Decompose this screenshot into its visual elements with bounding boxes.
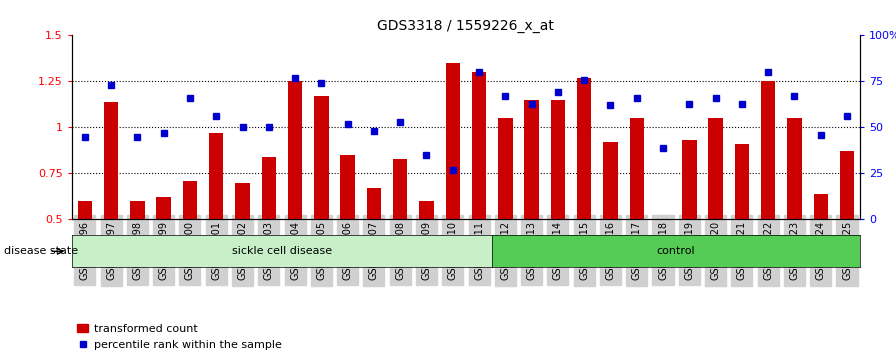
Bar [366, 188, 381, 219]
Bar [709, 118, 723, 219]
Text: sickle cell disease: sickle cell disease [232, 246, 332, 256]
Bar [130, 201, 144, 219]
Bar [314, 96, 329, 219]
Text: disease state: disease state [4, 246, 79, 256]
Bar [656, 219, 670, 223]
Bar [445, 63, 460, 219]
Bar [340, 155, 355, 219]
Bar [262, 157, 276, 219]
Bar [236, 183, 250, 219]
Bar [183, 181, 197, 219]
Bar [551, 100, 565, 219]
Bar [788, 118, 802, 219]
Title: GDS3318 / 1559226_x_at: GDS3318 / 1559226_x_at [377, 19, 555, 33]
Bar [814, 194, 828, 219]
Bar [419, 201, 434, 219]
Bar [472, 72, 487, 219]
Bar [393, 159, 408, 219]
Bar [157, 198, 171, 219]
Bar [288, 81, 302, 219]
Bar [682, 140, 696, 219]
Bar [735, 144, 749, 219]
Bar [577, 78, 591, 219]
Bar [761, 81, 775, 219]
Bar [78, 201, 92, 219]
Bar [209, 133, 223, 219]
Bar [840, 152, 854, 219]
Bar [104, 102, 118, 219]
Bar [524, 100, 538, 219]
Bar [603, 142, 617, 219]
Bar [630, 118, 644, 219]
Legend: transformed count, percentile rank within the sample: transformed count, percentile rank withi… [77, 324, 281, 350]
Bar [498, 118, 513, 219]
Text: control: control [657, 246, 695, 256]
